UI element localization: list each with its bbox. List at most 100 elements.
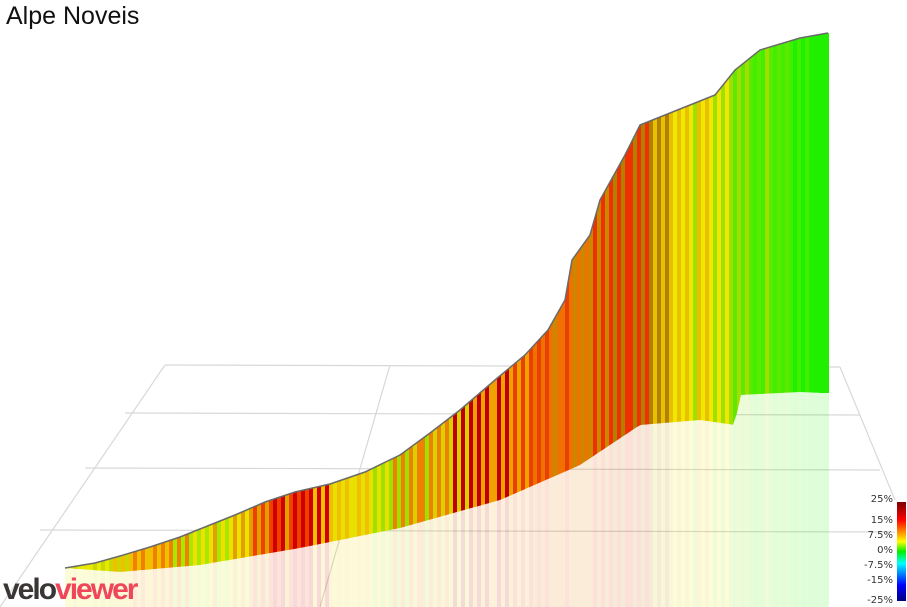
- gradient-segment: [401, 451, 405, 528]
- reflection-segment: [781, 392, 785, 607]
- reflection-segment: [449, 513, 453, 607]
- reflection-segment: [313, 544, 317, 607]
- reflection-segment: [465, 508, 469, 607]
- gradient-segment: [389, 458, 393, 531]
- reflection-segment: [797, 392, 801, 607]
- gradient-segment: [493, 378, 497, 502]
- reflection-segment: [541, 480, 545, 607]
- gradient-segment: [677, 108, 681, 422]
- gradient-legend: 25% 15% 7.5% 0% -7.5% -15% -25%: [840, 494, 907, 607]
- reflection-segment: [769, 393, 773, 607]
- gradient-segment: [201, 527, 205, 565]
- reflection-segment: [793, 392, 797, 607]
- reflection-segment: [245, 556, 249, 607]
- reflection-segment: [349, 537, 353, 607]
- reflection-segment: [813, 392, 817, 607]
- reflection-segment: [725, 423, 729, 607]
- gradient-segment: [225, 517, 229, 561]
- reflection-segment: [473, 506, 477, 607]
- gradient-segment: [557, 307, 561, 476]
- reflection-segment: [377, 531, 381, 607]
- reflection-segment: [521, 489, 525, 607]
- reflection-segment: [665, 422, 669, 607]
- reflection-segment: [193, 565, 197, 607]
- legend-label: 15%: [870, 515, 893, 526]
- reflection-segment: [609, 443, 613, 607]
- reflection-segment: [253, 555, 257, 607]
- gradient-segment: [89, 563, 93, 571]
- gradient-segment: [509, 365, 513, 497]
- reflection-segment: [125, 571, 129, 607]
- logo-part-viewer: viewer: [55, 573, 138, 606]
- gradient-segment: [569, 258, 573, 470]
- reflection-segment: [785, 392, 789, 607]
- reflection-segment: [617, 437, 621, 607]
- gradient-segment: [161, 542, 165, 569]
- gradient-segment: [689, 103, 693, 421]
- reflection-segment: [233, 558, 237, 607]
- gradient-segment: [657, 116, 661, 424]
- gradient-segment: [761, 48, 765, 394]
- gradient-segment: [265, 500, 269, 554]
- gradient-segment: [729, 72, 733, 425]
- grid-line: [839, 366, 896, 501]
- reflection-segment: [729, 424, 733, 607]
- reflection-segment: [685, 420, 689, 607]
- reflection-segment: [173, 567, 177, 607]
- reflection-segment: [549, 476, 553, 607]
- gradient-segment: [437, 424, 441, 518]
- reflection-segment: [341, 539, 345, 607]
- gradient-segment: [237, 512, 241, 559]
- reflection-segment: [589, 456, 593, 607]
- gradient-segment: [469, 398, 473, 509]
- reflection-segment: [577, 464, 581, 607]
- gradient-segment: [193, 530, 197, 566]
- gradient-segment: [745, 58, 749, 395]
- gradient-segment: [153, 544, 157, 570]
- reflection-segment: [485, 503, 489, 607]
- reflection-segment: [737, 394, 741, 607]
- gradient-segment: [233, 514, 237, 560]
- reflection-segment: [761, 393, 765, 607]
- gradient-segment: [637, 124, 641, 427]
- legend-label: 7.5%: [867, 530, 893, 541]
- gradient-segment: [617, 162, 621, 441]
- gradient-segment: [789, 40, 793, 393]
- gradient-segment: [185, 533, 189, 567]
- gradient-segment: [257, 503, 261, 556]
- gradient-segment: [821, 33, 825, 394]
- gradient-segment: [309, 487, 313, 547]
- reflection-segment: [433, 517, 437, 607]
- gradient-segment: [229, 515, 233, 561]
- reflection-segment: [269, 552, 273, 607]
- reflection-segment: [281, 550, 285, 607]
- reflection-segment: [293, 548, 297, 607]
- gradient-segment: [681, 107, 685, 422]
- gradient-segment: [537, 337, 541, 484]
- gradient-segment: [445, 418, 449, 516]
- reflection-segment: [641, 424, 645, 607]
- gradient-segment: [529, 346, 533, 488]
- gradient-segment: [485, 385, 489, 505]
- reflection-segment: [277, 551, 281, 607]
- gradient-segment: [149, 546, 153, 570]
- gradient-segment: [325, 484, 329, 543]
- gradient-segment: [261, 502, 265, 555]
- gradient-segment: [481, 388, 485, 506]
- gradient-segment: [721, 82, 725, 424]
- reflection-segment: [605, 445, 609, 607]
- gradient-segment: [505, 368, 509, 498]
- reflection-segment: [109, 571, 113, 607]
- page-title: Alpe Noveis: [6, 2, 140, 30]
- gradient-segment: [405, 448, 409, 527]
- reflection-segment: [817, 392, 821, 607]
- gradient-segment: [365, 470, 369, 535]
- gradient-segment: [297, 490, 301, 549]
- gradient-segment: [489, 381, 493, 504]
- reflection-segment: [569, 468, 573, 607]
- gradient-segment: [549, 321, 553, 479]
- legend-label: 0%: [877, 545, 893, 556]
- reflection-segment: [753, 394, 757, 607]
- reflection-segment: [717, 422, 721, 607]
- reflection-segment: [129, 570, 133, 607]
